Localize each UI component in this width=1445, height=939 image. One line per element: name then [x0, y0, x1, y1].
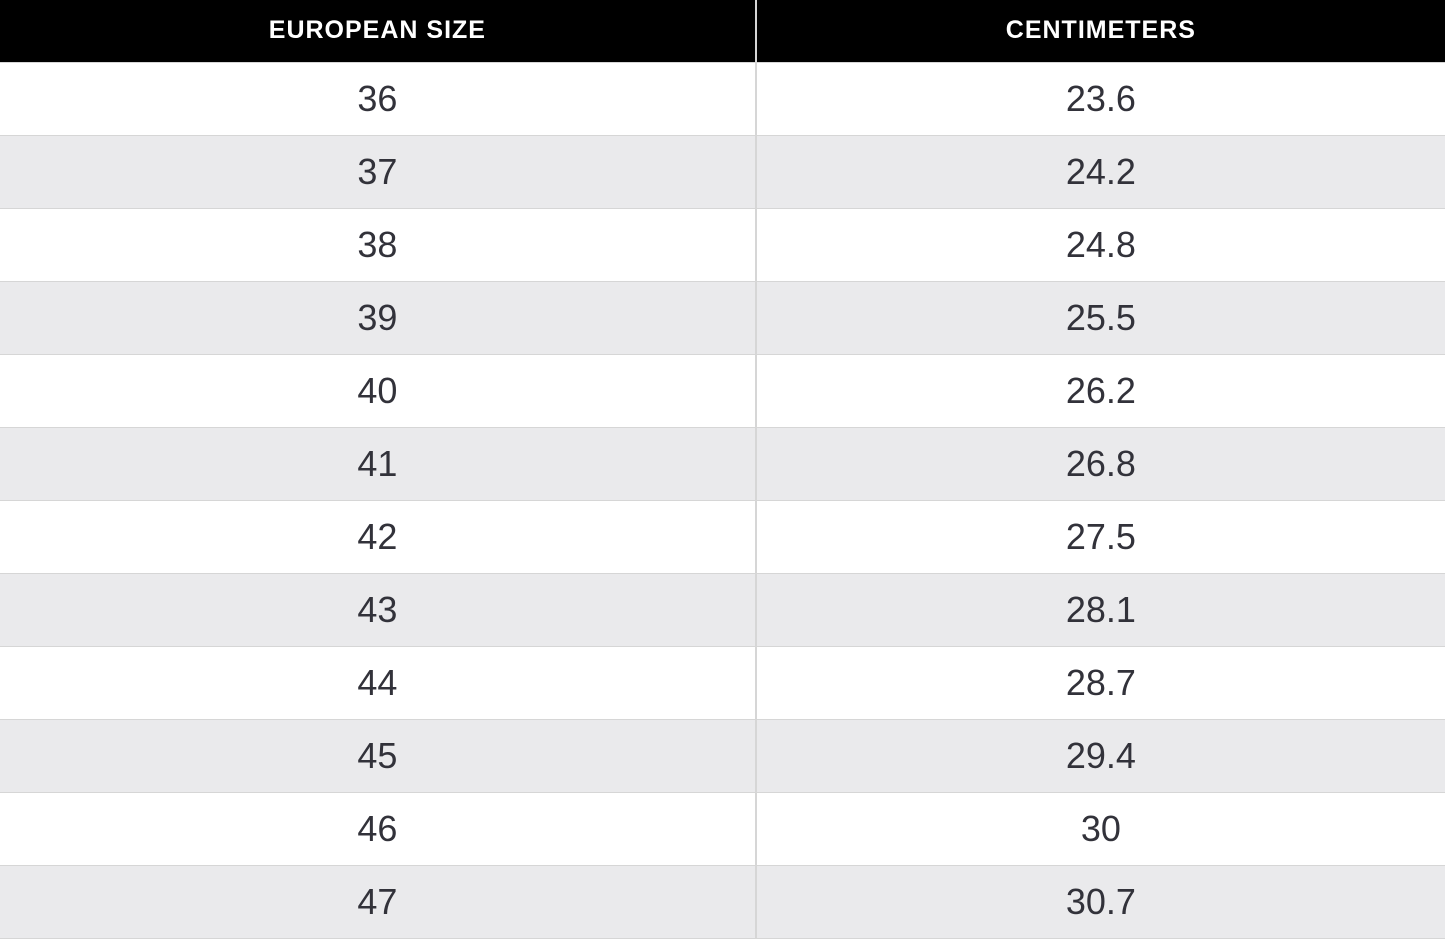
cm-cell: 26.2: [754, 354, 1445, 428]
cm-cell: 23.6: [754, 62, 1445, 136]
cm-cell: 28.7: [754, 646, 1445, 720]
size-cell: 41: [0, 427, 756, 501]
size-cell: 43: [0, 573, 756, 647]
table-row: 39 25.5: [0, 281, 1445, 355]
size-cell: 36: [0, 62, 756, 136]
size-cell: 37: [0, 135, 756, 209]
cm-cell: 28.1: [754, 573, 1445, 647]
table-row: 47 30.7: [0, 865, 1445, 939]
table-header: EUROPEAN SIZE CENTIMETERS: [0, 0, 1445, 63]
table-row: 46 30: [0, 792, 1445, 866]
size-cell: 47: [0, 865, 756, 939]
table-row: 42 27.5: [0, 500, 1445, 574]
size-cell: 40: [0, 354, 756, 428]
cm-cell: 24.2: [754, 135, 1445, 209]
table-row: 36 23.6: [0, 62, 1445, 136]
table-row: 38 24.8: [0, 208, 1445, 282]
table-row: 44 28.7: [0, 646, 1445, 720]
cm-cell: 29.4: [754, 719, 1445, 793]
cm-cell: 25.5: [754, 281, 1445, 355]
size-cell: 44: [0, 646, 756, 720]
header-row: EUROPEAN SIZE CENTIMETERS: [0, 0, 1445, 63]
cm-cell: 26.8: [754, 427, 1445, 501]
cm-cell: 27.5: [754, 500, 1445, 574]
table-row: 45 29.4: [0, 719, 1445, 793]
size-cell: 42: [0, 500, 756, 574]
size-cell: 46: [0, 792, 756, 866]
size-cell: 39: [0, 281, 756, 355]
size-cell: 38: [0, 208, 756, 282]
header-european-size: EUROPEAN SIZE: [0, 0, 756, 63]
header-centimeters: CENTIMETERS: [754, 0, 1445, 63]
table-row: 37 24.2: [0, 135, 1445, 209]
table-body: 36 23.6 37 24.2 38 24.8 39 25.5 40 26.2 …: [0, 62, 1445, 939]
table-row: 40 26.2: [0, 354, 1445, 428]
table-row: 43 28.1: [0, 573, 1445, 647]
cm-cell: 24.8: [754, 208, 1445, 282]
table-row: 41 26.8: [0, 427, 1445, 501]
cm-cell: 30.7: [754, 865, 1445, 939]
cm-cell: 30: [754, 792, 1445, 866]
size-cell: 45: [0, 719, 756, 793]
